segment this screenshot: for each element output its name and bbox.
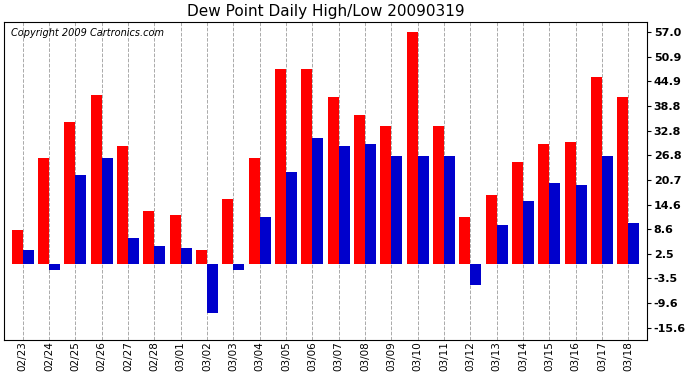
Bar bbox=[417, 156, 428, 264]
Bar bbox=[302, 69, 313, 264]
Bar bbox=[128, 238, 139, 264]
Bar bbox=[564, 142, 575, 264]
Bar bbox=[75, 174, 86, 264]
Bar bbox=[629, 224, 640, 264]
Bar bbox=[444, 156, 455, 264]
Bar bbox=[144, 211, 155, 264]
Bar bbox=[471, 264, 482, 285]
Bar bbox=[391, 156, 402, 264]
Bar bbox=[365, 144, 376, 264]
Bar bbox=[233, 264, 244, 270]
Bar bbox=[591, 77, 602, 264]
Bar bbox=[49, 264, 60, 270]
Bar bbox=[538, 144, 549, 264]
Bar bbox=[497, 225, 508, 264]
Bar bbox=[64, 122, 75, 264]
Title: Dew Point Daily High/Low 20090319: Dew Point Daily High/Low 20090319 bbox=[187, 4, 464, 19]
Bar bbox=[196, 250, 207, 264]
Bar bbox=[101, 158, 112, 264]
Bar bbox=[207, 264, 218, 313]
Bar bbox=[38, 158, 49, 264]
Bar bbox=[12, 230, 23, 264]
Bar bbox=[433, 126, 444, 264]
Bar bbox=[406, 32, 417, 264]
Bar bbox=[286, 172, 297, 264]
Bar bbox=[248, 158, 259, 264]
Bar bbox=[328, 97, 339, 264]
Bar bbox=[339, 146, 350, 264]
Bar bbox=[222, 199, 233, 264]
Bar bbox=[618, 97, 629, 264]
Bar bbox=[380, 126, 391, 264]
Bar bbox=[486, 195, 497, 264]
Bar bbox=[313, 138, 324, 264]
Bar bbox=[354, 116, 365, 264]
Bar bbox=[90, 95, 101, 264]
Bar bbox=[549, 183, 560, 264]
Bar bbox=[259, 217, 270, 264]
Text: Copyright 2009 Cartronics.com: Copyright 2009 Cartronics.com bbox=[10, 28, 164, 38]
Bar bbox=[23, 250, 34, 264]
Bar bbox=[512, 162, 523, 264]
Bar bbox=[181, 248, 192, 264]
Bar bbox=[155, 246, 166, 264]
Bar bbox=[117, 146, 128, 264]
Bar bbox=[602, 156, 613, 264]
Bar bbox=[460, 217, 471, 264]
Bar bbox=[275, 69, 286, 264]
Bar bbox=[170, 215, 181, 264]
Bar bbox=[575, 185, 586, 264]
Bar bbox=[523, 201, 534, 264]
